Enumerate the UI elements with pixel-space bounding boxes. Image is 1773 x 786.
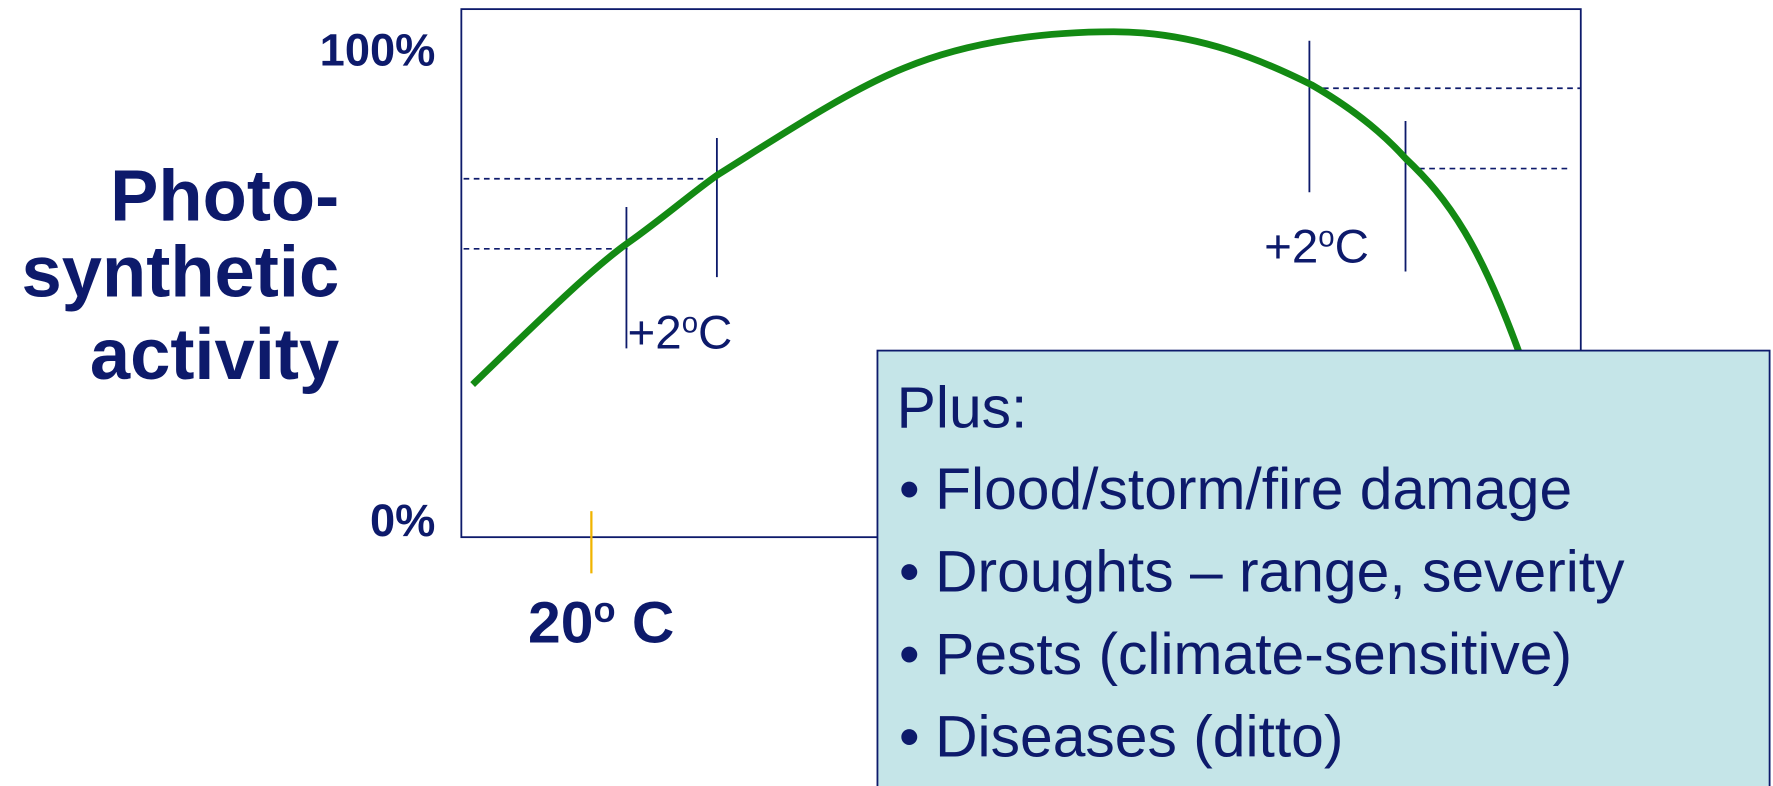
text: C: [1335, 220, 1369, 273]
bullet-item: Pests (climate-sensitive): [935, 622, 1572, 687]
superscript: o: [1318, 221, 1334, 254]
text: +2: [1264, 220, 1318, 273]
bullet: •: [899, 705, 920, 770]
text: C: [698, 306, 732, 359]
bullet: •: [899, 622, 920, 687]
y-axis-label: Photo-: [110, 156, 339, 237]
y-axis-label: synthetic: [22, 231, 340, 312]
bullet: •: [899, 457, 920, 522]
superscript: o: [593, 589, 615, 630]
superscript: o: [682, 307, 698, 340]
bullet-item: Diseases (ditto): [935, 705, 1343, 770]
box-heading: Plus:: [897, 375, 1028, 440]
text: +2: [628, 306, 682, 359]
info-box: [876, 349, 1771, 786]
activity-curve: [470, 28, 1530, 387]
bullet-item: Flood/storm/fire damage: [935, 457, 1572, 522]
x-axis-label: 20o C: [528, 589, 674, 655]
text: C: [616, 590, 675, 655]
annotation: +2oC: [628, 306, 733, 359]
y-top-label: 100%: [320, 25, 436, 76]
y-bottom-label: 0%: [370, 495, 435, 546]
y-axis-label: activity: [90, 314, 339, 395]
annotation: +2oC: [1264, 220, 1369, 273]
bullet-item: Droughts – range, severity: [935, 539, 1625, 604]
text: 20: [528, 590, 593, 655]
bullet: •: [899, 539, 920, 604]
